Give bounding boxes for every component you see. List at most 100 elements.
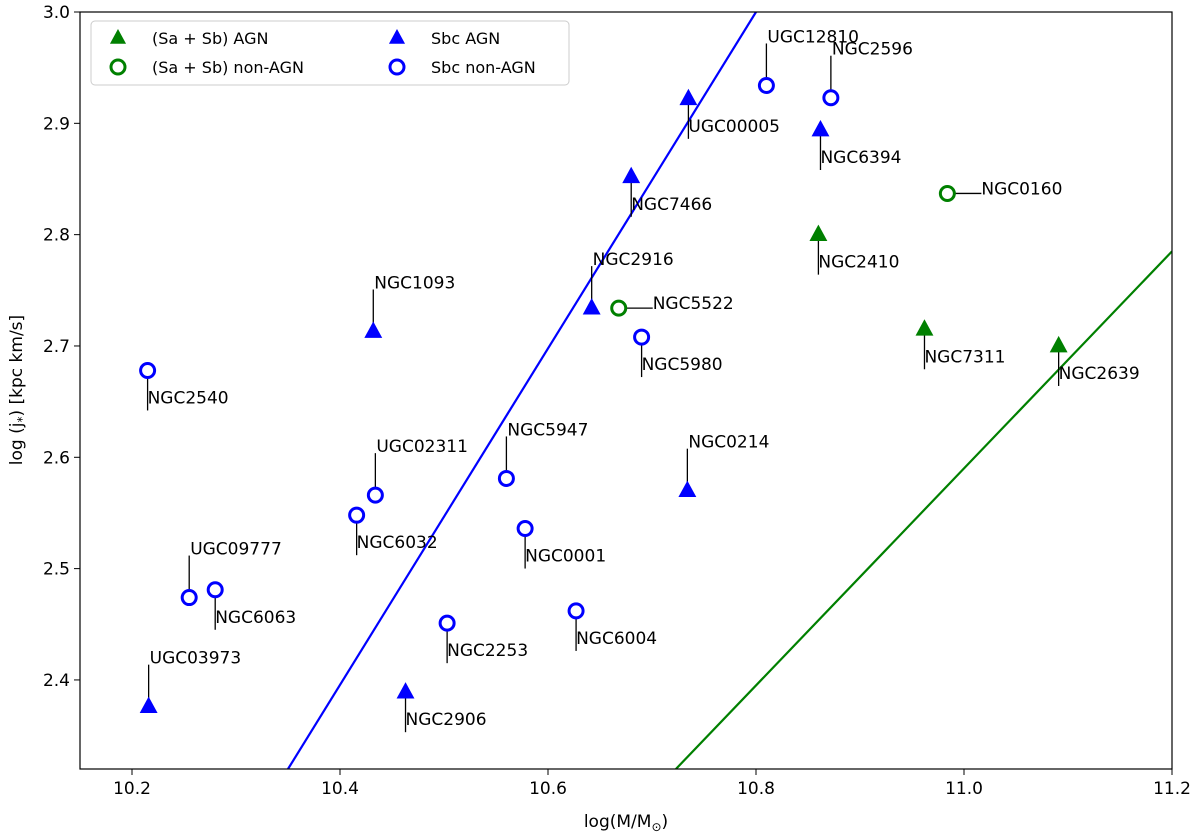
point-label: NGC2596 [832, 40, 913, 60]
point-label: NGC2906 [406, 710, 487, 730]
point-label: NGC5947 [507, 420, 588, 440]
x-tick-label: 10.8 [737, 779, 775, 799]
point-ngc0214: NGC0214 [678, 433, 769, 498]
point-label: NGC2253 [447, 641, 528, 661]
point-ngc2410: NGC2410 [809, 224, 899, 275]
point-ngc2253: NGC2253 [438, 614, 528, 664]
x-tick-label: 10.4 [321, 779, 359, 799]
sbc-relation-line [287, 12, 757, 769]
point-label: UGC00005 [688, 117, 780, 137]
point-label: UGC03973 [150, 649, 242, 669]
legend-item-sa-sb-agn: (Sa + Sb) AGN [109, 28, 268, 48]
circle-marker [348, 506, 366, 524]
triangle-marker [1049, 335, 1068, 353]
circle-marker [516, 520, 534, 538]
point-label: NGC6063 [215, 608, 296, 628]
point-ngc6063: NGC6063 [206, 581, 296, 630]
legend-item-sbc-non-agn: Sbc non-AGN [388, 58, 536, 77]
y-tick-label: 2.9 [43, 114, 70, 134]
x-tick-label: 11.0 [945, 779, 983, 799]
point-label: UGC02311 [376, 437, 468, 457]
circle-marker [206, 581, 224, 599]
triangle-marker [364, 321, 383, 338]
point-ugc03973: UGC03973 [139, 649, 242, 714]
y-tick-label: 2.6 [43, 448, 70, 468]
point-label: NGC6004 [576, 629, 657, 649]
point-label: NGC7466 [631, 195, 712, 215]
triangle-marker [679, 88, 698, 106]
circle-marker [757, 76, 775, 94]
point-ngc0001: NGC0001 [516, 520, 606, 569]
triangle-marker [678, 480, 697, 498]
point-label: NGC1093 [374, 273, 455, 293]
legend-circle-marker [109, 58, 127, 76]
legend-label: (Sa + Sb) AGN [152, 29, 268, 48]
y-tick-label: 2.7 [43, 337, 70, 357]
point-ngc1093: NGC1093 [364, 273, 455, 338]
point-ngc2540: NGC2540 [139, 361, 229, 411]
y-tick-label: 2.4 [43, 671, 70, 691]
triangle-marker [582, 298, 601, 315]
point-ugc02311: UGC02311 [366, 437, 468, 504]
circle-marker [610, 299, 628, 317]
point-label: UGC12810 [767, 27, 859, 47]
fit-lines [287, 12, 1172, 769]
triangle-marker [396, 682, 415, 699]
legend-item-sbc-agn: Sbc AGN [388, 28, 500, 48]
point-label: UGC09777 [190, 540, 282, 560]
triangle-marker [811, 119, 830, 137]
point-label: NGC5980 [642, 355, 723, 375]
point-ngc6004: NGC6004 [567, 602, 657, 651]
point-ngc5980: NGC5980 [633, 328, 723, 378]
point-label: NGC7311 [924, 347, 1005, 367]
x-tick-label: 10.2 [113, 779, 151, 799]
point-ngc2906: NGC2906 [396, 682, 487, 733]
point-ugc09777: UGC09777 [180, 540, 282, 607]
point-label: NGC2916 [593, 250, 674, 270]
circle-marker [438, 614, 456, 632]
point-label: NGC0160 [981, 179, 1062, 199]
circle-marker [822, 89, 840, 107]
point-ugc12810: UGC12810 [757, 27, 859, 94]
legend-label: (Sa + Sb) non-AGN [152, 58, 304, 77]
point-label: NGC0214 [688, 433, 769, 453]
point-ngc5947: NGC5947 [497, 420, 588, 487]
triangle-marker [622, 166, 641, 184]
point-label: NGC2639 [1059, 364, 1140, 384]
point-label: NGC6032 [357, 533, 438, 553]
point-ngc7466: NGC7466 [622, 166, 712, 217]
point-ngc2916: NGC2916 [582, 250, 674, 315]
legend-box [90, 20, 570, 86]
y-axis-title: log (j*) [kpc km/s] [7, 315, 29, 465]
point-label: NGC5522 [653, 294, 734, 314]
sa-sb-relation-line [675, 250, 1172, 769]
legend-label: Sbc non-AGN [431, 58, 536, 77]
point-ngc5522: NGC5522 [610, 294, 734, 317]
point-ngc6032: NGC6032 [348, 506, 438, 556]
circle-marker [633, 328, 651, 346]
y-tick-label: 2.8 [43, 226, 70, 246]
legend-triangle-marker [109, 28, 127, 44]
x-axis-title: log(M/M⊙) [584, 812, 668, 834]
point-ngc2639: NGC2639 [1049, 335, 1140, 386]
point-label: NGC2410 [818, 253, 899, 273]
point-ugc00005: UGC00005 [679, 88, 780, 139]
x-tick-label: 10.6 [529, 779, 567, 799]
circle-marker [366, 486, 384, 504]
point-ngc7311: NGC7311 [915, 319, 1006, 370]
legend-item-sa-sb-non-agn: (Sa + Sb) non-AGN [109, 58, 304, 77]
circle-marker [497, 469, 515, 487]
circle-marker [938, 184, 956, 202]
legend-triangle-marker [388, 28, 406, 44]
axes: 10.2 10.4 10.6 10.8 11.0 11.2 2.4 2.5 2.6 2.7 2.8 2… [43, 3, 1191, 799]
plot-frame [79, 11, 1173, 770]
legend-label: Sbc AGN [431, 29, 500, 48]
legend: (Sa + Sb) AGN Sbc AGN (Sa + Sb) non-AGN Sbc… [90, 20, 570, 86]
circle-marker [180, 589, 198, 607]
point-label: NGC0001 [525, 547, 606, 567]
point-ngc6394: NGC6394 [811, 119, 902, 171]
point-ngc2596: NGC2596 [822, 40, 913, 107]
triangle-marker [915, 319, 934, 336]
